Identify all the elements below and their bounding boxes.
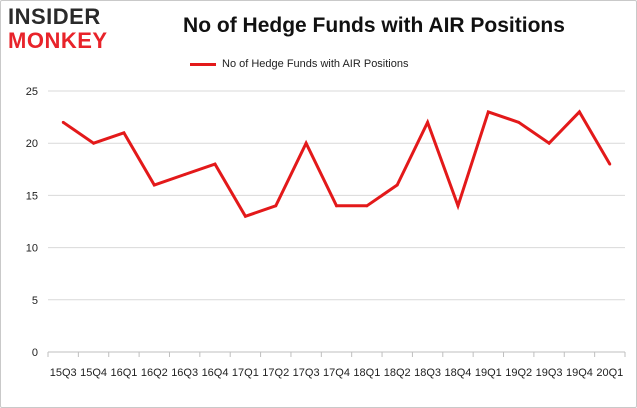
x-tick-label: 18Q2 (384, 367, 411, 379)
data-point (395, 183, 399, 187)
x-tick-label: 17Q2 (262, 367, 289, 379)
x-tick-label: 15Q3 (50, 367, 77, 379)
y-tick-labels: 0 5 10 15 20 25 (26, 86, 38, 359)
x-tick-label: 16Q3 (171, 367, 198, 379)
gridlines (48, 90, 625, 301)
x-tick-label: 18Q4 (445, 367, 472, 379)
insider-monkey-logo: INSIDER MONKEY (8, 6, 118, 56)
axes (47, 351, 626, 357)
series-line (62, 109, 612, 219)
data-point (92, 141, 95, 145)
logo-line-2: MONKEY (8, 28, 108, 53)
data-point (152, 183, 156, 187)
x-tick-label: 20Q1 (596, 367, 623, 379)
data-point (213, 162, 217, 166)
series-layer (61, 109, 612, 219)
x-tick-label: 19Q1 (475, 367, 502, 379)
x-tick-label: 16Q1 (110, 367, 137, 379)
data-point (61, 120, 65, 124)
x-tick-label: 17Q4 (323, 367, 350, 379)
data-point (365, 204, 369, 208)
data-point (122, 131, 126, 135)
chart-title: No of Hedge Funds with AIR Positions (183, 14, 565, 37)
x-tick-label: 15Q4 (80, 367, 107, 379)
data-point (426, 120, 430, 124)
data-point (608, 162, 612, 166)
data-point (304, 141, 308, 145)
x-tick-label: 19Q3 (536, 367, 563, 379)
legend-swatch (190, 62, 216, 66)
y-tick-label: 10 (26, 243, 38, 255)
x-tick-label: 17Q3 (293, 367, 320, 379)
logo-line-1: INSIDER (8, 4, 101, 29)
data-point (274, 204, 278, 208)
y-tick-label: 0 (32, 347, 38, 359)
data-point (243, 214, 247, 218)
y-tick-label: 5 (32, 295, 38, 307)
x-tick-labels: 15Q3 15Q4 16Q1 16Q2 16Q3 16Q4 17Q1 17Q2 17Q3 17Q4… (50, 367, 624, 379)
chart-legend: No of Hedge Funds with AIR Positions (190, 56, 408, 72)
x-tick-label: 17Q1 (232, 367, 259, 379)
x-tick-label: 19Q2 (505, 367, 532, 379)
data-point (578, 110, 581, 114)
data-point (547, 141, 551, 145)
y-tick-label: 25 (26, 86, 38, 98)
y-tick-label: 15 (26, 190, 38, 202)
data-point (517, 120, 521, 124)
legend-label: No of Hedge Funds with AIR Positions (222, 58, 409, 70)
data-point (335, 204, 338, 208)
data-point (486, 110, 490, 114)
data-point (183, 173, 187, 176)
x-tick-label: 16Q4 (202, 367, 229, 379)
data-point (456, 204, 460, 208)
x-tick-label: 18Q1 (353, 367, 380, 379)
x-tick-label: 19Q4 (566, 367, 593, 379)
x-tick-label: 18Q3 (414, 367, 441, 379)
y-tick-label: 20 (26, 138, 38, 150)
x-tick-label: 16Q2 (141, 367, 168, 379)
